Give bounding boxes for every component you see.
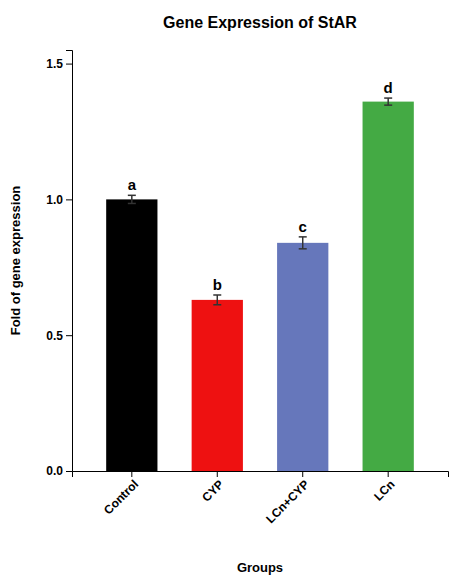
tick-label: 1.5 [46, 57, 63, 71]
error-cap [299, 236, 307, 238]
error-cap [213, 304, 221, 306]
error-stem [387, 98, 389, 105]
error-bar [384, 98, 392, 105]
tick-label: 0.0 [46, 464, 63, 478]
bar [106, 199, 157, 471]
tick-label: LCn [371, 477, 397, 503]
tick-label: Control [101, 477, 141, 517]
x-tick: LCn [371, 471, 397, 504]
bar [192, 300, 243, 471]
error-bar [299, 237, 307, 249]
plot: 0.0 0.5 1.0 1.5 Control CYP LCn+CYP LCn a b c d [46, 51, 448, 527]
axis-line [73, 472, 449, 478]
tick-mark [66, 335, 72, 336]
bar [277, 243, 328, 471]
x-tick: LCn+CYP [263, 471, 312, 526]
tick-mark [66, 471, 72, 472]
error-cap [213, 294, 221, 296]
title: Gene Expression of StAR [163, 14, 357, 31]
x-tick: Control [101, 471, 141, 517]
chart: 0.0 0.5 1.0 1.5 Control CYP LCn+CYP LCn a b c d Gene… [0, 0, 468, 586]
y-tick: 0.5 [46, 329, 72, 343]
bar [363, 102, 414, 471]
axis-line [66, 51, 73, 472]
tick-mark [131, 471, 132, 477]
x-tick: CYP [199, 471, 226, 505]
y-tick: 0.0 [46, 464, 72, 478]
tick-label: 1.0 [46, 193, 63, 207]
error-stem [217, 295, 219, 305]
y-axis: 0.0 0.5 1.0 1.5 [46, 51, 72, 479]
error-cap [384, 97, 392, 99]
error-stem [131, 195, 133, 203]
annotation: c [299, 218, 307, 235]
tick-mark [302, 471, 303, 477]
y-tick: 1.0 [46, 193, 72, 207]
annotation: b [213, 276, 222, 293]
x-axis-title: Groups [237, 560, 283, 575]
error-bar [128, 195, 136, 203]
marks [106, 98, 414, 471]
y-axis-title: Fold of gene expression [8, 186, 23, 336]
tick-mark [66, 199, 72, 200]
annotation: d [384, 79, 393, 96]
tick-mark [388, 471, 389, 477]
annotation: a [128, 176, 137, 193]
error-stem [302, 237, 304, 249]
tick-label: LCn+CYP [263, 477, 312, 526]
error-cap [299, 248, 307, 250]
tick-label: CYP [199, 477, 226, 504]
error-cap [128, 195, 136, 197]
x-axis: Control CYP LCn+CYP LCn [73, 471, 449, 526]
tick-mark [66, 64, 72, 65]
letters: a b c d [128, 79, 393, 293]
error-cap [128, 203, 136, 205]
tick-mark [217, 471, 218, 477]
tick-label: 0.5 [46, 329, 63, 343]
error-cap [384, 104, 392, 106]
error-bar [213, 295, 221, 305]
y-tick: 1.5 [46, 57, 72, 71]
